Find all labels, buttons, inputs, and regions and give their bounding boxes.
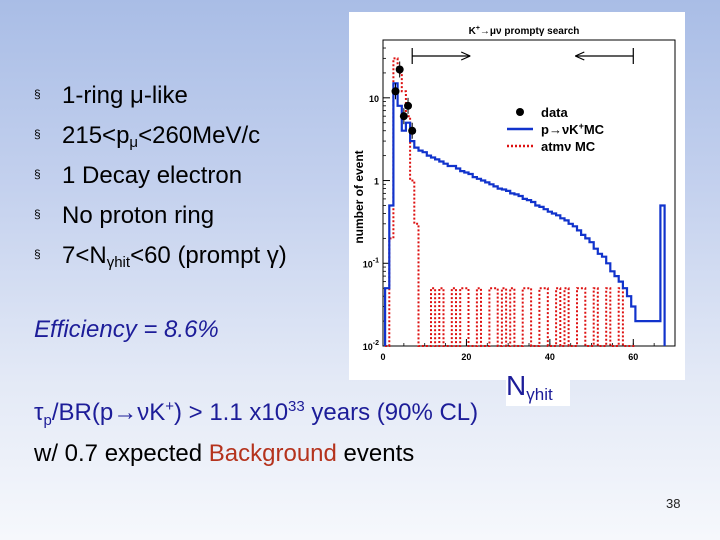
lifetime-text: ) > 1.1 x10	[173, 399, 289, 426]
atm-nu-mc-histogram	[385, 57, 636, 347]
bullet-text: 215	[62, 122, 103, 149]
background-text-pre: w/ 0.7 expected	[34, 440, 209, 467]
cut-low-arrowhead	[460, 51, 471, 61]
bullet-text: 7	[62, 242, 76, 269]
lifetime-text: /BR(p	[51, 399, 114, 426]
bullet-marker: §	[34, 86, 41, 101]
lifetime-text: years (90% CL)	[304, 399, 479, 426]
legend-label: atmν MC	[541, 139, 596, 154]
bullet-text: 260MeV/c	[152, 122, 261, 149]
data-point	[399, 112, 408, 121]
x-tick-label: 20	[461, 352, 471, 362]
bullet-marker: §	[34, 166, 41, 181]
cut-high-arrowhead	[575, 51, 585, 61]
x-axis-label-n: N	[506, 370, 527, 401]
bullet-item: § 1-ring μ-like	[34, 76, 287, 116]
background-text-post: events	[336, 440, 415, 467]
efficiency-text: Efficiency = 8.6%	[34, 316, 219, 343]
bullet-text: 60 (prompt	[144, 242, 267, 269]
legend-label: p→νK+MC	[541, 121, 605, 137]
page-number: 38	[666, 496, 681, 511]
bullet-item: § 7<Nγhit<60 (prompt γ)	[34, 236, 287, 276]
y-tick-label: 10	[369, 94, 379, 104]
x-axis-label: Nγhit	[506, 366, 570, 406]
exponent: 33	[288, 398, 305, 415]
legend-label: data	[541, 105, 569, 120]
x-axis-label-sub: γhit	[526, 385, 553, 404]
legend-data-marker	[516, 108, 524, 116]
y-tick-label: 1	[374, 177, 379, 187]
data-point	[391, 87, 400, 96]
mu-subscript: μ	[129, 134, 139, 151]
bullet-marker: §	[34, 126, 41, 141]
background-text: w/ 0.7 expected Background events	[34, 440, 414, 468]
less-than: <	[138, 122, 153, 149]
chart-title: K+→μν promptγ search	[469, 25, 580, 37]
histogram-panel: 10-2 10-1 1 10 0 20 40 60 data p→νK+MC atmν MC K+→…	[349, 12, 685, 380]
y-tick-label: 10-1	[363, 257, 379, 269]
bullet-item: § No proton ring	[34, 196, 287, 236]
background-highlight: Background	[208, 440, 337, 467]
lifetime-text: νK	[137, 399, 166, 426]
less-than: <	[130, 242, 145, 269]
kplus-superscript: +	[165, 398, 174, 415]
y-axis-label: number of event	[352, 150, 366, 243]
tau-subscript: p	[43, 412, 52, 429]
bullet-marker: §	[34, 206, 41, 221]
bullet-item: § 215<pμ<260MeV/c	[34, 116, 287, 156]
nhit-subscript: γhit	[106, 254, 131, 271]
data-point	[404, 101, 413, 110]
signal-mc-histogram	[384, 82, 666, 346]
bullet-text: p	[116, 122, 130, 149]
bullet-marker: §	[34, 246, 41, 261]
bullet-text: N	[89, 242, 107, 269]
x-tick-label: 0	[380, 352, 385, 362]
tau-symbol: τ	[34, 399, 44, 426]
y-tick-label: 10-2	[363, 340, 379, 352]
lifetime-limit-text: τp/BR(p→νK+) > 1.1 x1033 years (90% CL)	[34, 398, 478, 429]
mu-symbol: μ	[130, 82, 144, 109]
data-point	[408, 126, 417, 135]
bullet-text: )	[278, 242, 287, 269]
bullet-item: § 1 Decay electron	[34, 156, 287, 196]
less-than: <	[75, 242, 90, 269]
x-tick-label: 60	[628, 352, 638, 362]
bullet-list: § 1-ring μ-like § 215<pμ<260MeV/c § 1 Decay…	[34, 76, 287, 276]
bullet-text: -like	[143, 82, 188, 109]
bullet-text: 1 Decay electron	[62, 162, 243, 189]
arrow-symbol: →	[113, 399, 138, 426]
data-point	[395, 65, 404, 74]
less-than: <	[102, 122, 117, 149]
bullet-text: No proton ring	[62, 202, 215, 229]
gamma-symbol: γ	[266, 242, 279, 269]
x-tick-label: 40	[545, 352, 555, 362]
bullet-text: 1-ring	[62, 82, 131, 109]
